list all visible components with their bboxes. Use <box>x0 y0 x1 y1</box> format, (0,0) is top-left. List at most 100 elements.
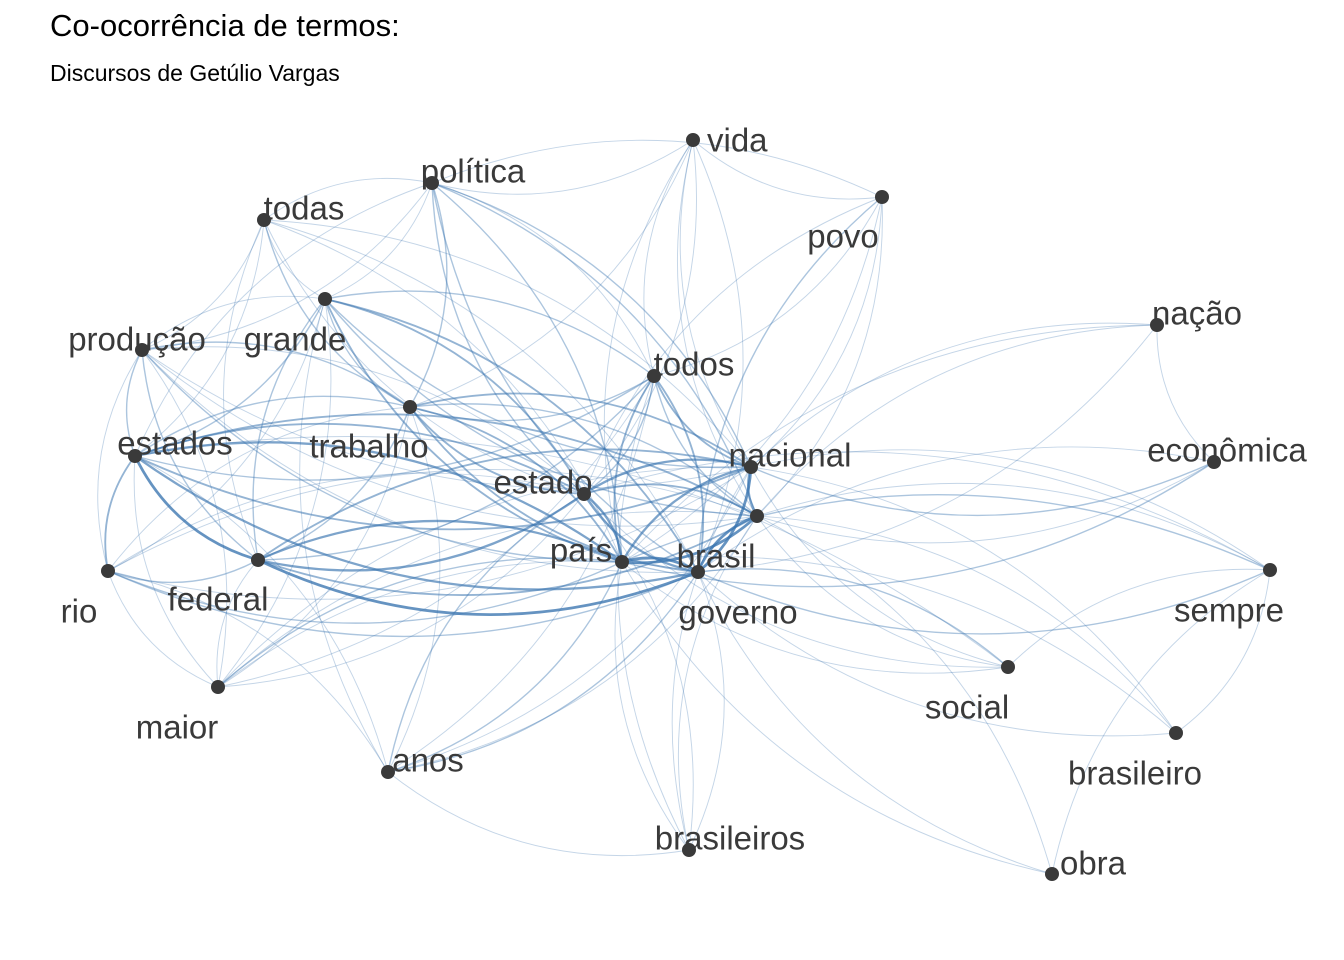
edge-pais-obra <box>621 561 1053 875</box>
node-label-anos: anos <box>392 742 464 779</box>
edge-estado-politica <box>431 182 585 495</box>
edge-todos-politica <box>431 182 655 377</box>
edge-federal-todas <box>223 219 265 561</box>
node-povo <box>875 190 889 204</box>
node-label-maior: maior <box>136 709 219 746</box>
edge-grande-producao <box>141 295 326 351</box>
edge-trabalho-producao <box>141 341 411 408</box>
edge-brasil-brasileiros <box>677 515 758 851</box>
edge-nacional-social <box>750 466 1009 668</box>
edge-pais-economica <box>621 461 1215 588</box>
node-producao <box>135 343 149 357</box>
edge-governo-povo <box>697 196 883 573</box>
edge-grande-maior <box>217 298 332 688</box>
edge-todos-anos <box>387 375 655 773</box>
edge-nacional-maior <box>217 466 752 688</box>
node-label-nacao: nação <box>1152 295 1242 332</box>
node-label-estado: estado <box>493 464 592 501</box>
edge-todos-vida <box>643 139 694 377</box>
node-vida <box>686 133 700 147</box>
edge-estado-todos <box>583 375 655 495</box>
edge-pais-todos <box>613 375 655 563</box>
edge-brasil-maior <box>217 511 758 688</box>
edge-brasil-rio <box>107 468 758 572</box>
edge-federal-todos <box>257 375 655 561</box>
edge-estados-rio <box>104 455 136 572</box>
edge-grande-politica <box>324 182 433 300</box>
edge-estados-federal <box>133 455 259 562</box>
edge-obra-sempre <box>1051 569 1271 875</box>
edge-nacional-vida <box>679 139 752 468</box>
edge-federal-rio <box>107 559 259 584</box>
edge-estados-todas <box>134 219 265 457</box>
edge-pais-brasileiro <box>621 556 1177 734</box>
edge-governo-anos <box>387 571 699 773</box>
edge-todos-povo <box>653 196 883 377</box>
edge-estados-nacional <box>134 455 752 531</box>
edge-federal-estado <box>257 493 585 572</box>
edge-brasil-estado <box>583 483 758 517</box>
edge-pais-trabalho <box>409 406 623 563</box>
edge-todos-brasileiros <box>617 375 690 851</box>
edge-trabalho-rio <box>107 406 411 572</box>
node-label-rio: rio <box>61 593 98 630</box>
node-todos <box>647 369 661 383</box>
edge-pais-nacao <box>621 324 1158 563</box>
edge-nacional-brasileiro <box>750 466 1177 734</box>
edge-brasil-grande <box>324 298 758 517</box>
node-estado <box>577 487 591 501</box>
edge-vida-povo <box>692 139 883 200</box>
edge-pais-vida <box>603 139 694 563</box>
edge-todos-maior <box>217 375 655 688</box>
edge-estado-brasileiros <box>583 493 694 851</box>
edge-pais-politica <box>431 182 623 563</box>
node-label-povo: povo <box>807 218 879 255</box>
edge-governo-producao <box>141 349 699 573</box>
edge-grande-anos <box>299 298 389 773</box>
node-trabalho <box>403 400 417 414</box>
edge-estados-governo <box>134 455 699 591</box>
edge-brasil-anos <box>387 515 758 773</box>
edge-pais-anos <box>387 561 623 773</box>
node-estados <box>128 449 142 463</box>
node-grande <box>318 292 332 306</box>
edge-federal-governo <box>257 558 699 616</box>
edge-nacao-economica <box>1156 324 1215 463</box>
edge-pais-nacional <box>621 465 752 563</box>
edge-anos-brasileiros <box>387 771 690 857</box>
edge-nacional-estado <box>583 458 752 495</box>
edge-federal-brasil <box>257 515 758 596</box>
edge-governo-rio <box>107 570 699 638</box>
edge-estado-povo <box>583 196 883 495</box>
edge-brasil-povo <box>756 196 883 517</box>
edge-estado-todas <box>263 219 585 495</box>
edge-governo-economica <box>697 446 1215 573</box>
node-label-todos: todos <box>654 346 735 383</box>
node-label-obra: obra <box>1060 845 1127 882</box>
edge-governo-trabalho <box>409 406 699 573</box>
edge-trabalho-anos <box>387 406 441 773</box>
edge-nacional-sempre <box>750 449 1271 571</box>
edge-estados-brasil <box>134 413 758 517</box>
edge-governo-vida <box>692 139 744 573</box>
edge-governo-brasileiros <box>688 571 725 851</box>
edge-brasil-brasileiro <box>756 515 1177 734</box>
edge-pais-brasil <box>621 514 758 565</box>
edge-producao-maior <box>141 349 228 688</box>
node-label-vida: vida <box>707 122 768 159</box>
edge-brasil-producao <box>141 349 758 527</box>
edge-brasil-economica <box>756 461 1215 544</box>
edge-todas-producao <box>141 219 265 351</box>
node-nacional <box>744 460 758 474</box>
node-rio <box>101 564 115 578</box>
node-label-sempre: sempre <box>1174 592 1284 629</box>
edge-nacional-povo <box>750 196 883 468</box>
edge-nacional-trabalho <box>409 392 752 468</box>
edge-estado-grande <box>324 298 585 495</box>
edge-governo-social <box>697 568 1009 668</box>
node-label-politica: política <box>421 153 526 190</box>
node-label-producao: produção <box>68 321 206 358</box>
node-governo <box>691 565 705 579</box>
chart-subtitle: Discursos de Getúlio Vargas <box>50 60 340 86</box>
